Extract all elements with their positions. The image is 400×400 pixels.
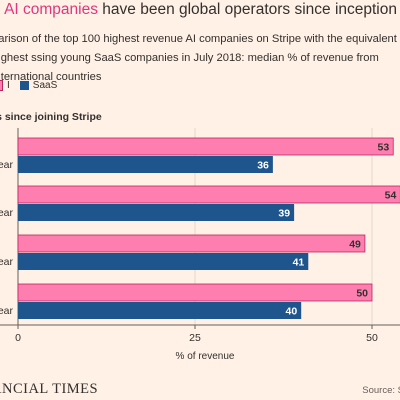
data-label-saas-3: 40	[286, 306, 298, 318]
bar-saas-0	[18, 156, 273, 173]
data-label-ai-1: 54	[385, 190, 397, 202]
section-label: rs since joining Stripe	[0, 111, 102, 123]
bar-saas-2	[18, 253, 309, 270]
x-tick-label-0: 0	[15, 332, 21, 344]
legend-swatch-ai	[0, 80, 3, 91]
bar-ai-3	[17, 283, 373, 302]
bar-ai-2	[17, 234, 366, 253]
x-axis-label: % of revenue	[175, 351, 235, 362]
bar-saas-1	[18, 204, 295, 221]
chart-title: o AI companies have been global operator…	[0, 1, 397, 19]
data-label-ai-3: 50	[356, 288, 368, 300]
legend-item-saas: SaaS	[19, 80, 58, 91]
category-label-0: ear	[0, 159, 13, 171]
data-label-ai-0: 53	[378, 142, 390, 154]
data-label-saas-1: 39	[278, 208, 290, 220]
bar-ai-0	[17, 137, 394, 156]
x-tick-label-25: 25	[189, 332, 201, 344]
legend-swatch-saas	[19, 81, 29, 90]
bar-saas-3	[18, 302, 302, 319]
data-label-saas-0: 36	[257, 160, 269, 172]
legend: I SaaS	[0, 80, 67, 91]
category-label-2: ear	[0, 256, 13, 268]
data-label-ai-2: 49	[349, 239, 361, 251]
x-tick-label-50: 50	[366, 332, 378, 344]
bar-ai-1	[17, 185, 400, 204]
data-label-saas-2: 41	[293, 257, 305, 269]
legend-label-saas: SaaS	[32, 80, 58, 91]
category-label-1: year	[0, 207, 13, 219]
title-highlight: o AI companies	[0, 1, 98, 18]
ft-brand: ANCIAL TIMES	[0, 381, 99, 397]
title-rest: have been global operators since incepti…	[97, 1, 397, 18]
category-label-3: ear	[0, 305, 13, 317]
legend-item-ai: I	[0, 80, 10, 91]
chart-subtitle: parison of the top 100 highest revenue A…	[0, 33, 397, 83]
source-note: Source: S	[362, 385, 400, 396]
legend-label-ai: I	[7, 80, 10, 91]
